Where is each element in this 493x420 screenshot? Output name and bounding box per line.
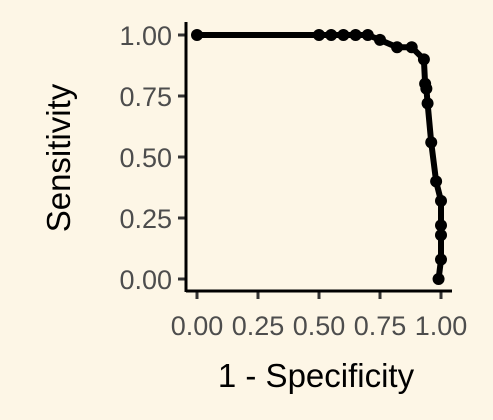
- roc-point: [349, 29, 362, 41]
- x-axis-title: 1 - Specificity: [218, 357, 415, 394]
- roc-point: [417, 53, 430, 66]
- roc-point: [435, 194, 447, 207]
- y-tick-label: 0.50: [119, 143, 172, 173]
- x-axis-ticks: 0.00 0.25 0.50 0.75 1.00: [171, 291, 468, 341]
- roc-point: [391, 41, 404, 54]
- roc-point: [374, 33, 386, 46]
- x-tick-label: 0.50: [293, 311, 346, 341]
- roc-point: [425, 136, 438, 149]
- y-tick-label: 0.75: [119, 82, 172, 112]
- y-tick-label: 0.25: [119, 204, 172, 234]
- y-tick-label: 1.00: [119, 21, 172, 51]
- y-axis-title: Sensitivity: [40, 83, 77, 232]
- roc-point: [361, 29, 374, 41]
- roc-points: [191, 29, 447, 285]
- x-tick-label: 0.75: [354, 311, 407, 341]
- roc-point: [435, 229, 447, 242]
- roc-point: [420, 82, 433, 95]
- y-axis-ticks: 0.00 0.25 0.50 0.75 1.00: [119, 21, 186, 295]
- roc-point: [325, 29, 338, 41]
- roc-point: [432, 273, 445, 285]
- x-tick-label: 0.25: [232, 311, 285, 341]
- x-tick-label: 1.00: [415, 311, 468, 341]
- x-tick-label: 0.00: [171, 311, 224, 341]
- y-tick-label: 0.00: [119, 265, 172, 295]
- roc-point: [337, 29, 350, 41]
- roc-point: [435, 219, 447, 232]
- roc-point: [313, 29, 325, 41]
- roc-point: [430, 175, 443, 188]
- roc-point: [191, 29, 203, 41]
- roc-point: [421, 97, 434, 110]
- roc-point: [435, 253, 447, 266]
- roc-point: [405, 41, 418, 54]
